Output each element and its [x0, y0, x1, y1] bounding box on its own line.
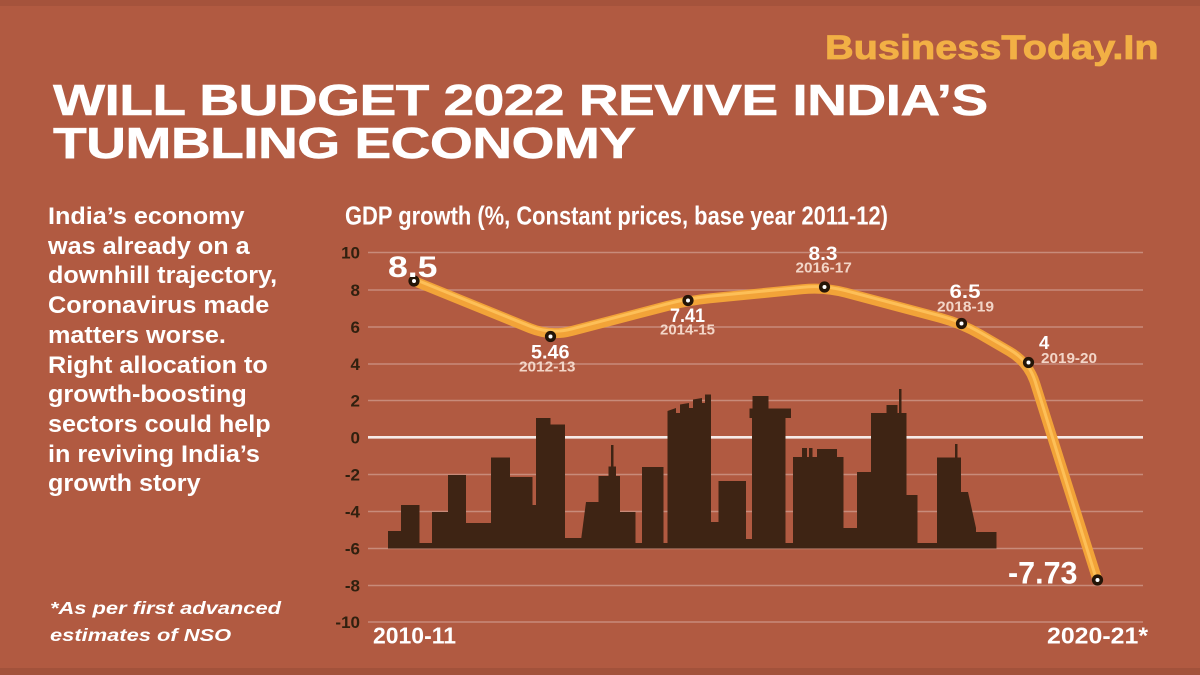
- svg-text:2016-17: 2016-17: [796, 259, 852, 276]
- svg-text:0: 0: [351, 428, 360, 447]
- svg-text:GDP growth (%, Constant prices: GDP growth (%, Constant prices, base yea…: [345, 200, 888, 230]
- svg-text:5.46: 5.46: [531, 342, 570, 364]
- svg-text:-6: -6: [345, 540, 360, 559]
- svg-text:2012-13: 2012-13: [519, 359, 576, 376]
- svg-text:-8: -8: [345, 577, 360, 596]
- svg-text:-7.73: -7.73: [1008, 555, 1078, 591]
- svg-text:2014-15: 2014-15: [660, 322, 715, 339]
- svg-text:2: 2: [351, 392, 360, 411]
- svg-text:7.41: 7.41: [670, 305, 705, 327]
- svg-text:2019-20: 2019-20: [1041, 350, 1097, 367]
- svg-text:8.3: 8.3: [809, 243, 838, 265]
- svg-text:2010-11: 2010-11: [373, 623, 456, 649]
- svg-text:-2: -2: [345, 466, 360, 485]
- svg-text:6: 6: [351, 318, 360, 337]
- svg-text:4: 4: [351, 355, 361, 374]
- svg-text:-10: -10: [335, 613, 360, 632]
- svg-text:6.5: 6.5: [950, 281, 981, 303]
- svg-text:2018-19: 2018-19: [937, 299, 994, 316]
- svg-text:-4: -4: [345, 503, 361, 522]
- svg-text:8: 8: [351, 281, 360, 300]
- svg-text:8.5: 8.5: [388, 251, 438, 284]
- svg-text:10: 10: [341, 244, 360, 263]
- svg-text:2020-21*: 2020-21*: [1047, 623, 1149, 649]
- svg-text:4: 4: [1039, 332, 1050, 353]
